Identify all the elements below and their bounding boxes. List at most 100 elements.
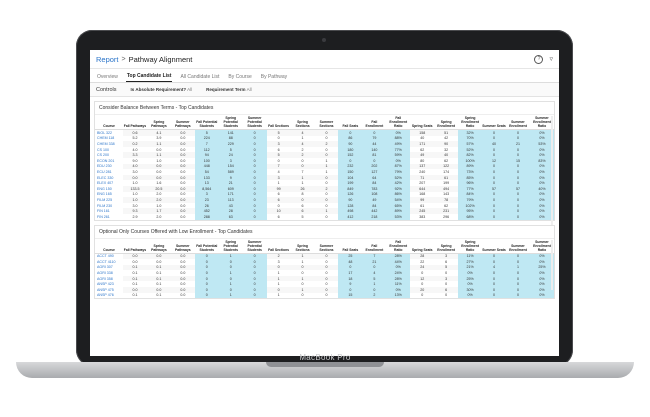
course-link[interactable]: ENG 165: [97, 192, 112, 197]
column-header[interactable]: Summer Sections: [314, 238, 339, 254]
table-cell: 0: [325, 181, 328, 186]
column-header[interactable]: Spring Pathways: [146, 115, 171, 130]
table-cell: 0: [242, 213, 267, 220]
table-cell: 0: [242, 281, 267, 288]
course-link[interactable]: ACCT 4110: [97, 259, 116, 264]
table-row: CS 100 4.0 0.0 0.0 112 5 0 6 2 0 180 140 77% 62 32 52% 0…: [95, 146, 554, 153]
column-header[interactable]: Spring Enrollment Ratio: [458, 238, 483, 254]
tab-by-pathway[interactable]: By Pathway: [260, 74, 288, 80]
table-cell: 89%: [458, 163, 483, 170]
column-header[interactable]: Summer Enrollment: [506, 238, 530, 254]
tab-all-candidate-list[interactable]: All Candidate List: [180, 74, 220, 80]
course-link[interactable]: EDU 230: [97, 164, 112, 169]
table-cell: 0: [242, 253, 267, 260]
column-header[interactable]: Fall Potential Students: [194, 115, 219, 130]
table-cell: 27%: [458, 259, 483, 265]
column-header[interactable]: Summer Enrollment Ratio: [529, 115, 554, 130]
column-header[interactable]: Spring Pathways: [146, 238, 171, 254]
course-link[interactable]: FIN 161: [97, 209, 110, 214]
column-header[interactable]: Spring Potential Students: [218, 238, 243, 254]
table-row: ACCT 490 0.0 0.0 0.0 0 1 0 2 1 0 25 7 28% 28 3 11% 0 0 0%: [95, 253, 554, 260]
table-cell: 0: [482, 163, 506, 170]
course-link[interactable]: ACCT 490: [97, 254, 114, 259]
column-header[interactable]: Fall Seats: [338, 238, 363, 254]
course-link[interactable]: ELEX 407: [97, 181, 114, 186]
course-link[interactable]: CS 100: [97, 147, 109, 152]
balance-table-scrollbar[interactable]: [551, 116, 553, 226]
course-link[interactable]: FILM 230: [97, 203, 113, 208]
bell-icon[interactable]: ▿: [549, 56, 553, 63]
course-link[interactable]: CHEM 338: [97, 141, 115, 146]
column-header[interactable]: Summer Pathways: [170, 238, 195, 254]
tab-by-course[interactable]: By Course: [228, 74, 252, 80]
table-cell: 2: [362, 292, 387, 299]
table-cell: 1: [277, 293, 280, 298]
column-header[interactable]: Fall Pathways: [123, 115, 147, 130]
column-header[interactable]: Fall Enrollment: [362, 115, 387, 130]
course-link[interactable]: ELEC 330: [97, 175, 114, 180]
column-header[interactable]: Course: [95, 115, 123, 130]
column-header[interactable]: Spring Potential Students: [218, 115, 243, 130]
table-cell: 0: [338, 129, 363, 136]
filter-absolute-requirement[interactable]: Is Absolute Requirement? All: [130, 87, 192, 92]
table-cell: 2: [314, 185, 339, 192]
column-header[interactable]: Spring Enrollment: [434, 238, 459, 254]
table-cell: 783: [362, 185, 387, 192]
course-link[interactable]: AGRI 338: [97, 271, 113, 276]
column-header[interactable]: Fall Enrollment: [362, 238, 387, 254]
column-header[interactable]: Fall Sections: [266, 115, 291, 130]
column-header[interactable]: Spring Seats: [410, 115, 435, 130]
column-header[interactable]: Summer Sections: [314, 115, 339, 130]
column-header[interactable]: Fall Pathways: [123, 238, 147, 254]
column-header[interactable]: Summer Enrollment: [506, 115, 530, 130]
table-cell: 23: [194, 197, 219, 203]
column-header[interactable]: Spring Seats: [410, 238, 435, 254]
column-header[interactable]: Summer Pathways: [170, 115, 195, 130]
course-link[interactable]: ANSP 476: [97, 293, 114, 298]
column-header[interactable]: Fall Seats: [338, 115, 363, 130]
course-link[interactable]: CS 200: [97, 153, 109, 158]
column-header[interactable]: Fall Enrollment Ratio: [386, 115, 411, 130]
table-cell: 84: [362, 180, 387, 186]
column-header[interactable]: Spring Sections: [290, 238, 315, 254]
table-cell: 231: [434, 208, 459, 214]
column-header[interactable]: Summer Enrollment Ratio: [529, 238, 554, 254]
column-header[interactable]: Spring Enrollment Ratio: [458, 115, 483, 130]
course-link[interactable]: ANSP 423: [97, 282, 114, 287]
table-cell: 17: [338, 270, 363, 276]
table-cell: 90: [338, 141, 363, 147]
help-icon[interactable]: ?: [534, 54, 544, 64]
table-cell: 53%: [529, 141, 554, 147]
course-link[interactable]: FILM 225: [97, 197, 113, 202]
column-header[interactable]: Summer Potential Students: [242, 238, 267, 254]
course-link[interactable]: AGRI 307: [97, 265, 113, 270]
table-cell: 288: [194, 213, 219, 220]
table-cell: 0: [242, 157, 267, 164]
column-header[interactable]: Fall Enrollment Ratio: [386, 238, 411, 254]
tab-overview[interactable]: Overview: [97, 74, 118, 80]
column-header[interactable]: Summer Potential Students: [242, 115, 267, 130]
course-link[interactable]: ECON 201: [97, 158, 115, 163]
column-header[interactable]: Summer Seats: [482, 238, 506, 254]
breadcrumb-report[interactable]: Report: [96, 54, 119, 64]
tab-top-candidate-list[interactable]: Top Candidate List: [125, 71, 173, 82]
column-header[interactable]: Course: [95, 238, 123, 254]
course-link[interactable]: AGRI 358: [97, 276, 113, 281]
table-row: ECON 201 9.0 1.0 0.0 100 3 0 0 0 1 0 0 0% 80 62 100% 12 1…: [95, 157, 554, 164]
course-link[interactable]: CHEM 118: [97, 136, 115, 141]
course-link[interactable]: BIOL 322: [97, 130, 113, 135]
course-link[interactable]: ENG 150: [97, 186, 112, 191]
column-header[interactable]: Fall Sections: [266, 238, 291, 254]
course-link[interactable]: ECU 281: [97, 169, 112, 174]
column-header[interactable]: Spring Sections: [290, 115, 315, 130]
low-enrollment-table-scrollbar[interactable]: [551, 239, 553, 290]
column-header[interactable]: Summer Seats: [482, 115, 506, 130]
balance-table: Course Fall Pathways Spring Pathways Summer…: [95, 115, 554, 220]
table-cell: 28%: [386, 253, 411, 260]
column-header[interactable]: Spring Enrollment: [434, 115, 459, 130]
course-link[interactable]: FIN 261: [97, 214, 110, 219]
filter-requirement-term[interactable]: Requirement Term All: [206, 87, 251, 92]
table-cell: 100: [194, 157, 219, 164]
course-link[interactable]: ANSP 475: [97, 287, 114, 292]
column-header[interactable]: Fall Potential Students: [194, 238, 219, 254]
